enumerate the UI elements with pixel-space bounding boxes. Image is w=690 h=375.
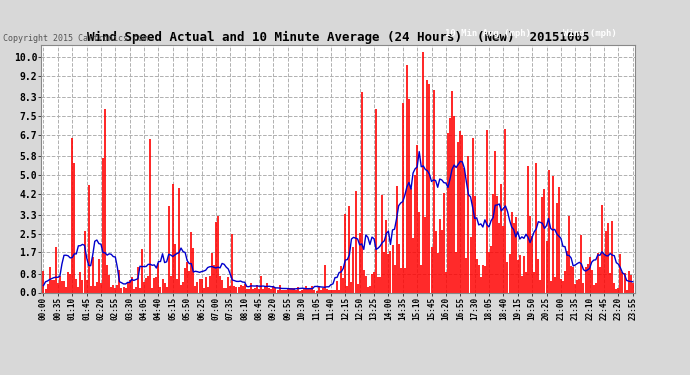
Text: 10 Min Avg (mph): 10 Min Avg (mph) [445, 30, 531, 39]
Text: Copyright 2015 Cartronics.com: Copyright 2015 Cartronics.com [3, 34, 148, 43]
Title: Wind Speed Actual and 10 Minute Average (24 Hours)  (New)  20151005: Wind Speed Actual and 10 Minute Average … [87, 31, 589, 44]
Text: Wind (mph): Wind (mph) [563, 30, 617, 39]
